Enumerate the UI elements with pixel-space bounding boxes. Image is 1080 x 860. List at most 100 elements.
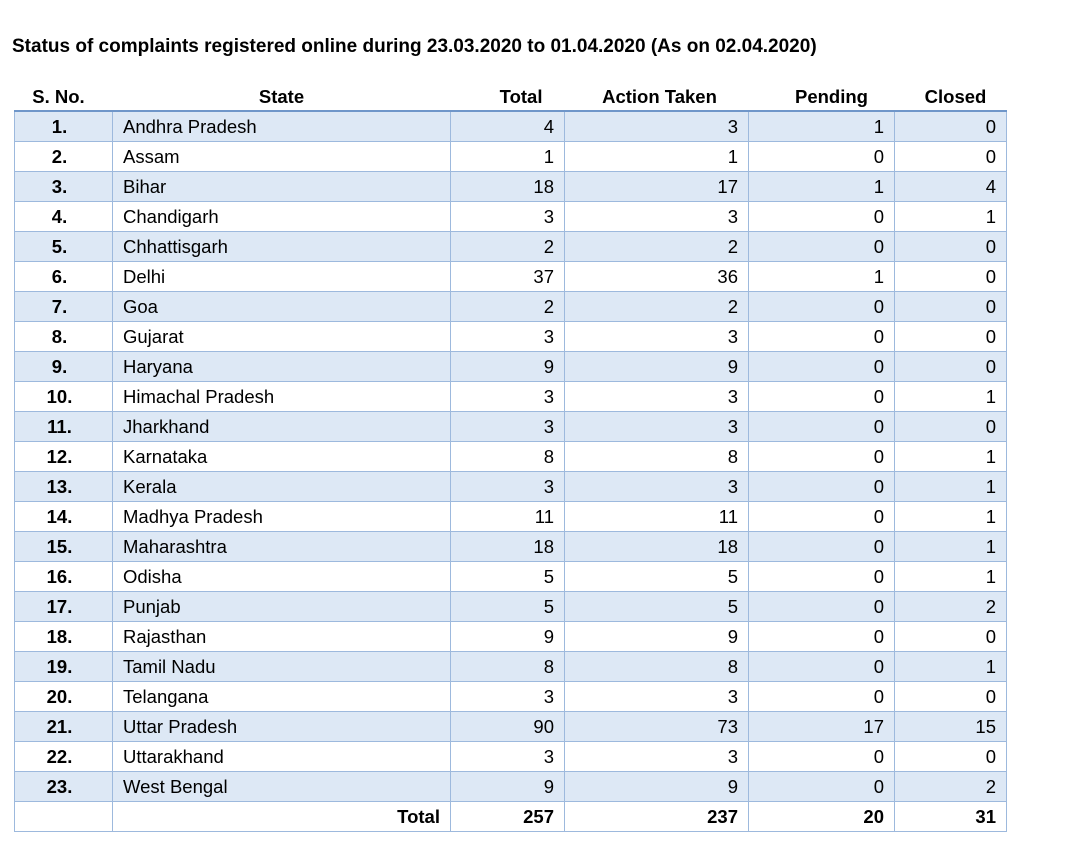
cell-state: Chandigarh [112, 201, 451, 232]
cell-closed: 1 [894, 441, 1007, 472]
table-row: 3. Bihar 18 17 1 4 [14, 171, 1007, 202]
cell-pending: 1 [748, 110, 895, 142]
cell-total: 3 [450, 471, 565, 502]
cell-total: 4 [450, 110, 565, 142]
table-row: 19. Tamil Nadu 8 8 0 1 [14, 651, 1007, 682]
cell-closed: 0 [894, 291, 1007, 322]
cell-total: 3 [450, 321, 565, 352]
cell-sno: 3. [14, 171, 113, 202]
cell-sno: 16. [14, 561, 113, 592]
cell-action-taken: 17 [564, 171, 749, 202]
cell-state: Madhya Pradesh [112, 501, 451, 532]
cell-closed: 0 [894, 321, 1007, 352]
cell-sno: 12. [14, 441, 113, 472]
cell-state: West Bengal [112, 771, 451, 802]
cell-action-taken: 3 [564, 681, 749, 712]
totals-blank-cell [14, 801, 113, 832]
cell-sno: 14. [14, 501, 113, 532]
cell-action-taken: 3 [564, 381, 749, 412]
cell-action-taken: 8 [564, 651, 749, 682]
cell-pending: 0 [748, 471, 895, 502]
table-row: 16. Odisha 5 5 0 1 [14, 561, 1007, 592]
cell-sno: 5. [14, 231, 113, 262]
cell-action-taken: 1 [564, 141, 749, 172]
cell-action-taken: 5 [564, 591, 749, 622]
cell-pending: 0 [748, 651, 895, 682]
cell-total: 8 [450, 441, 565, 472]
table-header: S. No. State Total Action Taken Pending … [14, 80, 1007, 112]
cell-action-taken: 2 [564, 291, 749, 322]
cell-sno: 17. [14, 591, 113, 622]
cell-closed: 0 [894, 351, 1007, 382]
cell-pending: 0 [748, 501, 895, 532]
cell-action-taken: 3 [564, 741, 749, 772]
table-row: 11. Jharkhand 3 3 0 0 [14, 411, 1007, 442]
cell-sno: 21. [14, 711, 113, 742]
table-row: 10. Himachal Pradesh 3 3 0 1 [14, 381, 1007, 412]
cell-total: 5 [450, 561, 565, 592]
cell-state: Uttar Pradesh [112, 711, 451, 742]
cell-state: Andhra Pradesh [112, 110, 451, 142]
header-sno: S. No. [14, 80, 113, 112]
cell-pending: 0 [748, 681, 895, 712]
cell-action-taken: 9 [564, 351, 749, 382]
cell-closed: 1 [894, 501, 1007, 532]
cell-state: Tamil Nadu [112, 651, 451, 682]
header-total: Total [450, 80, 565, 112]
cell-pending: 0 [748, 321, 895, 352]
cell-pending: 0 [748, 441, 895, 472]
cell-sno: 10. [14, 381, 113, 412]
cell-pending: 1 [748, 261, 895, 292]
cell-sno: 2. [14, 141, 113, 172]
header-action-taken: Action Taken [564, 80, 749, 112]
cell-pending: 0 [748, 141, 895, 172]
cell-closed: 1 [894, 531, 1007, 562]
cell-total: 3 [450, 681, 565, 712]
cell-closed: 0 [894, 261, 1007, 292]
cell-state: Assam [112, 141, 451, 172]
cell-closed: 1 [894, 561, 1007, 592]
cell-pending: 0 [748, 351, 895, 382]
cell-action-taken: 3 [564, 411, 749, 442]
totals-row: Total 257 237 20 31 [14, 801, 1007, 832]
cell-action-taken: 18 [564, 531, 749, 562]
table-row: 13. Kerala 3 3 0 1 [14, 471, 1007, 502]
cell-sno: 8. [14, 321, 113, 352]
cell-sno: 18. [14, 621, 113, 652]
cell-action-taken: 9 [564, 771, 749, 802]
cell-closed: 0 [894, 741, 1007, 772]
cell-state: Delhi [112, 261, 451, 292]
cell-state: Gujarat [112, 321, 451, 352]
table-row: 9. Haryana 9 9 0 0 [14, 351, 1007, 382]
cell-sno: 19. [14, 651, 113, 682]
header-state: State [112, 80, 451, 112]
cell-total: 11 [450, 501, 565, 532]
totals-closed: 31 [894, 801, 1007, 832]
cell-action-taken: 2 [564, 231, 749, 262]
header-pending: Pending [748, 80, 895, 112]
cell-closed: 0 [894, 110, 1007, 142]
cell-pending: 0 [748, 561, 895, 592]
cell-sno: 23. [14, 771, 113, 802]
table-row: 12. Karnataka 8 8 0 1 [14, 441, 1007, 472]
cell-sno: 6. [14, 261, 113, 292]
cell-sno: 4. [14, 201, 113, 232]
cell-pending: 0 [748, 201, 895, 232]
cell-sno: 7. [14, 291, 113, 322]
totals-pending: 20 [748, 801, 895, 832]
cell-sno: 1. [14, 110, 113, 142]
header-closed: Closed [894, 80, 1007, 112]
cell-total: 18 [450, 171, 565, 202]
cell-action-taken: 3 [564, 471, 749, 502]
cell-state: Rajasthan [112, 621, 451, 652]
totals-action-taken: 237 [564, 801, 749, 832]
table-footer: Total 257 237 20 31 [14, 801, 1007, 832]
totals-label: Total [112, 801, 451, 832]
cell-total: 3 [450, 381, 565, 412]
cell-sno: 22. [14, 741, 113, 772]
cell-closed: 4 [894, 171, 1007, 202]
cell-closed: 0 [894, 621, 1007, 652]
cell-state: Punjab [112, 591, 451, 622]
cell-action-taken: 5 [564, 561, 749, 592]
table-row: 14. Madhya Pradesh 11 11 0 1 [14, 501, 1007, 532]
